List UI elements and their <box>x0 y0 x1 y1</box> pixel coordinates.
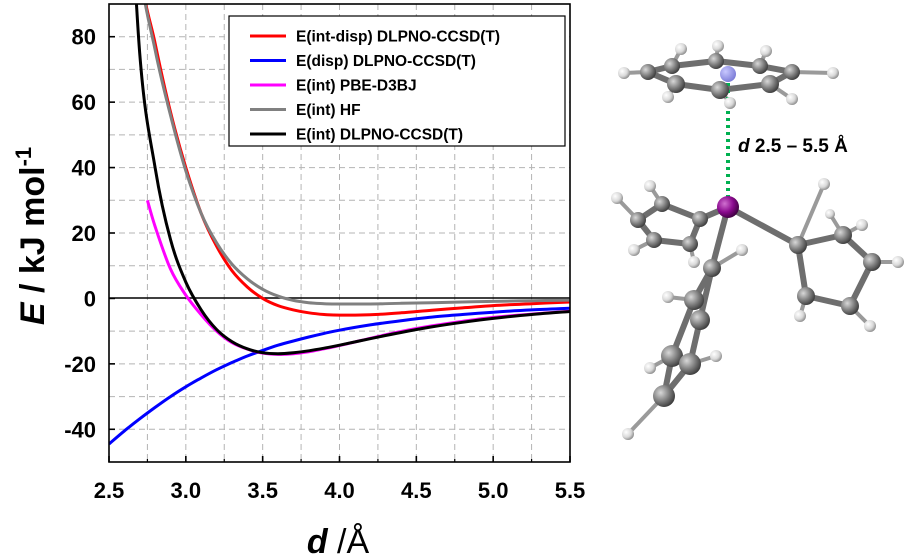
y-tick-label: -40 <box>64 417 96 442</box>
axis-ticks <box>108 35 571 462</box>
legend: E(int-disp) DLPNO-CCSD(T) E(disp) DLPNO-C… <box>228 15 566 147</box>
central-atom <box>717 196 739 218</box>
legend-label-e-int-pbe-d3bj: E(int) PBE-D3BJ <box>296 78 417 95</box>
molecular-structure-illustration: d 2.5 – 5.5 Å <box>611 40 904 440</box>
y-tick-label: 0 <box>84 286 96 311</box>
ring-centroid-marker <box>720 66 736 82</box>
legend-box <box>228 15 566 147</box>
x-tick-label: 4.5 <box>401 478 432 503</box>
y-axis-title: E / kJ mol-1 <box>11 147 52 325</box>
x-tick-label: 5.5 <box>555 478 586 503</box>
interaction-energy-chart: 2.5 3.0 3.5 4.0 4.5 5.0 5.5 -40 -20 0 20 40 60 80 d … <box>11 3 586 560</box>
distance-annotation: d 2.5 – 5.5 Å <box>738 136 848 157</box>
hydrogen-atoms <box>611 40 904 440</box>
x-tick-label: 5.0 <box>478 478 509 503</box>
carbon-atoms <box>630 53 881 407</box>
x-axis-title: d /Å <box>307 523 370 560</box>
legend-label-e-int-disp-dlpno-ccsd-t: E(int-disp) DLPNO-CCSD(T) <box>296 29 500 46</box>
energy-curves <box>109 4 570 446</box>
y-tick-label: 40 <box>72 156 96 181</box>
x-tick-label: 3.5 <box>247 478 278 503</box>
y-tick-label: -20 <box>64 352 96 377</box>
x-tick-labels: 2.5 3.0 3.5 4.0 4.5 5.0 5.5 <box>94 478 586 503</box>
y-tick-label: 20 <box>72 221 96 246</box>
y-tick-label: 60 <box>72 90 96 115</box>
series-line-e-int-hf <box>143 4 570 306</box>
legend-label-e-int-hf: E(int) HF <box>296 102 361 119</box>
legend-label-e-int-dlpno-ccsd-t: E(int) DLPNO-CCSD(T) <box>296 127 463 144</box>
x-tick-label: 4.0 <box>324 478 355 503</box>
y-tick-labels: -40 -20 0 20 40 60 80 <box>64 25 96 443</box>
legend-items: E(int-disp) DLPNO-CCSD(T) E(disp) DLPNO-C… <box>250 29 500 144</box>
x-tick-label: 3.0 <box>171 478 202 503</box>
series-line-e-int-dlpno-ccsd-t <box>134 4 570 356</box>
y-tick-label: 80 <box>72 25 96 50</box>
legend-label-e-disp-dlpno-ccsd-t: E(disp) DLPNO-CCSD(T) <box>296 53 476 70</box>
x-tick-label: 2.5 <box>94 478 125 503</box>
series-line-e-disp-dlpno-ccsd-t <box>109 306 570 446</box>
